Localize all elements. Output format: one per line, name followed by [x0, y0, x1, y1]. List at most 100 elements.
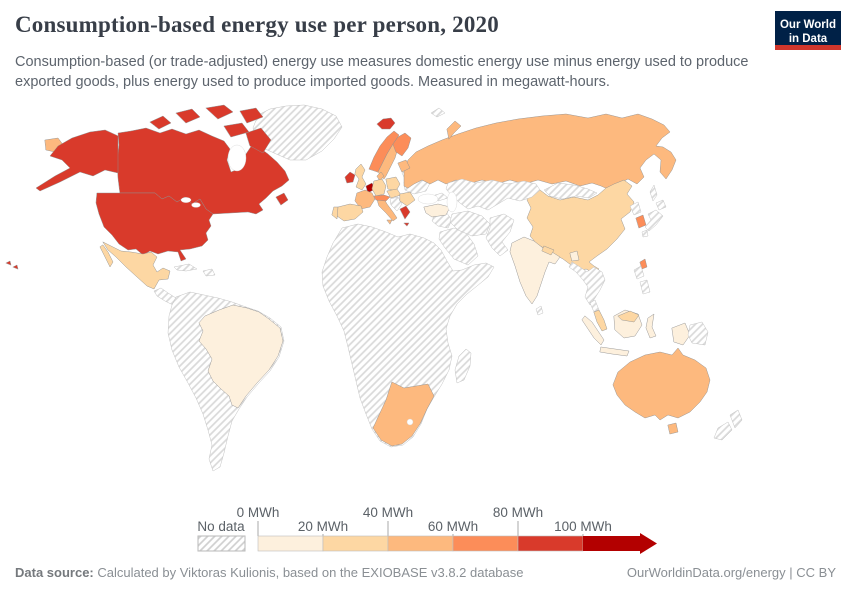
- country-iceland[interactable]: [376, 117, 396, 130]
- country-united-kingdom[interactable]: [354, 163, 367, 191]
- country-france[interactable]: [354, 189, 376, 210]
- country-italy-sicily[interactable]: [386, 219, 393, 225]
- chart-subtitle: Consumption-based (or trade-adjusted) en…: [15, 54, 749, 90]
- logo-line-1: Our World: [779, 19, 836, 31]
- legend-no-data-swatch[interactable]: [197, 535, 246, 552]
- country-australia-tasmania[interactable]: [667, 422, 679, 435]
- legend-bin-60-80[interactable]: [452, 535, 519, 552]
- logo-line-2: in Data: [788, 33, 828, 46]
- country-russia-novaya-zemlya[interactable]: [446, 120, 462, 140]
- country-hispaniola-nodata[interactable]: [202, 268, 216, 277]
- country-australia[interactable]: [612, 347, 711, 421]
- country-baltic-states[interactable]: [397, 159, 411, 173]
- country-romania-bulgaria[interactable]: [399, 191, 416, 207]
- data-source-text: Calculated by Viktoras Kulionis, based o…: [93, 565, 524, 580]
- country-greece[interactable]: [399, 205, 411, 220]
- country-denmark[interactable]: [376, 171, 385, 182]
- country-usa-alaska[interactable]: [35, 129, 119, 192]
- country-usa-hawaii[interactable]: [5, 260, 12, 266]
- country-new-zealand-nodata[interactable]: [729, 409, 743, 429]
- country-bangladesh[interactable]: [569, 250, 580, 262]
- legend-bin-20-40[interactable]: [322, 535, 389, 552]
- country-philippines-nodata[interactable]: [639, 279, 651, 295]
- region-balkans-nodata[interactable]: [389, 196, 403, 212]
- page-title: Consumption-based energy use per person,…: [15, 12, 499, 37]
- country-canada-newfoundland[interactable]: [275, 192, 289, 206]
- legend-tick-label: 40 MWh: [363, 505, 413, 520]
- region-southeast-asia-nodata[interactable]: [568, 261, 606, 306]
- country-malaysia-peninsula[interactable]: [593, 309, 608, 332]
- country-ireland[interactable]: [344, 171, 356, 184]
- country-south-korea[interactable]: [635, 214, 647, 229]
- owid-logo[interactable]: Our World in Data: [775, 11, 841, 50]
- country-indonesia-java[interactable]: [599, 346, 630, 357]
- country-mexico[interactable]: [102, 241, 171, 290]
- country-spain[interactable]: [336, 203, 364, 222]
- legend-bin-40-60[interactable]: [387, 535, 454, 552]
- country-papua-new-guinea-nodata[interactable]: [687, 321, 709, 346]
- country-turkey[interactable]: [423, 203, 451, 218]
- country-canada-baffin[interactable]: [245, 127, 272, 154]
- country-sri-lanka-nodata[interactable]: [535, 305, 544, 316]
- country-philippines-nodata[interactable]: [633, 265, 645, 280]
- data-source-label: Data source:: [15, 565, 94, 580]
- legend-tick-label: 20 MWh: [298, 519, 348, 534]
- country-south-africa[interactable]: [372, 381, 435, 447]
- country-austria-switzerland[interactable]: [373, 194, 391, 202]
- country-mexico-baja[interactable]: [99, 244, 114, 268]
- region-central-asia-nodata[interactable]: [445, 178, 541, 211]
- country-japan-honshu-nodata[interactable]: [644, 209, 664, 232]
- country-greece-crete[interactable]: [403, 222, 410, 227]
- country-indonesia-sumatra[interactable]: [581, 315, 605, 346]
- country-cuba-nodata[interactable]: [173, 263, 198, 272]
- country-madagascar-nodata[interactable]: [454, 348, 472, 384]
- country-canada-island[interactable]: [149, 115, 172, 130]
- country-india[interactable]: [509, 236, 561, 305]
- country-canada-island[interactable]: [175, 108, 201, 124]
- country-nepal[interactable]: [541, 245, 555, 256]
- region-africa-nodata[interactable]: [321, 223, 495, 448]
- region-sakhalin-nodata[interactable]: [649, 184, 658, 202]
- region-afghanistan-pakistan-nodata[interactable]: [485, 213, 515, 257]
- legend-bin-80-100[interactable]: [517, 535, 584, 552]
- country-brazil[interactable]: [198, 304, 284, 409]
- country-malaysia-borneo[interactable]: [617, 310, 640, 323]
- country-greenland-nodata[interactable]: [252, 104, 343, 161]
- country-russia[interactable]: [403, 113, 677, 191]
- country-finland[interactable]: [392, 132, 412, 157]
- country-canada-island[interactable]: [239, 107, 264, 124]
- country-sweden[interactable]: [377, 143, 399, 180]
- legend-tick-label: 100 MWh: [554, 519, 612, 534]
- country-portugal[interactable]: [331, 206, 339, 220]
- country-lesotho-nodata: [406, 418, 414, 426]
- license-text: | CC BY: [785, 565, 836, 580]
- map-legend: No data 0 MWh 20 MWh 40 MWh 60 MWh 80 MW…: [197, 505, 657, 554]
- legend-tick-label: 60 MWh: [428, 519, 478, 534]
- legend-no-data-label: No data: [197, 519, 245, 534]
- country-iran-nodata[interactable]: [449, 210, 491, 237]
- country-canada-island[interactable]: [205, 104, 234, 120]
- country-japan-kyushu-nodata[interactable]: [641, 229, 649, 238]
- country-indonesia-west-papua[interactable]: [671, 322, 691, 346]
- great-lakes: [191, 202, 201, 208]
- country-japan-hokkaido-nodata[interactable]: [655, 199, 667, 211]
- black-sea: [417, 193, 439, 205]
- country-germany[interactable]: [371, 178, 387, 197]
- country-indonesia-sulawesi[interactable]: [645, 313, 657, 339]
- country-usa-hawaii[interactable]: [12, 264, 19, 270]
- country-poland[interactable]: [385, 176, 401, 192]
- legend-bin-0-20[interactable]: [257, 535, 324, 552]
- country-canada-island[interactable]: [223, 122, 250, 138]
- country-mongolia-nodata[interactable]: [543, 182, 598, 200]
- great-lakes: [180, 197, 192, 203]
- caspian-sea: [446, 191, 458, 213]
- legend-tick-label: 0 MWh: [237, 505, 280, 520]
- country-new-zealand-nodata[interactable]: [713, 421, 733, 441]
- country-north-korea-nodata[interactable]: [629, 201, 642, 216]
- owid-url-link[interactable]: OurWorldinData.org/energy: [626, 565, 786, 580]
- country-svalbard-nodata[interactable]: [430, 107, 446, 118]
- legend-bin-100-plus-arrow[interactable]: [583, 533, 657, 554]
- data-source-note: Data source: Calculated by Viktoras Kuli…: [15, 565, 524, 580]
